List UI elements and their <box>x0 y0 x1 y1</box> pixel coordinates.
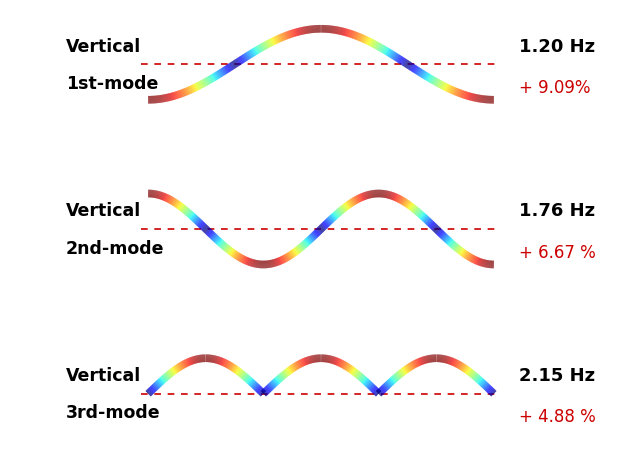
Text: Vertical: Vertical <box>65 202 141 220</box>
Text: + 6.67 %: + 6.67 % <box>519 243 596 261</box>
Text: 1st-mode: 1st-mode <box>65 75 158 93</box>
Text: Vertical: Vertical <box>65 38 141 56</box>
Text: 1.76 Hz: 1.76 Hz <box>519 202 595 220</box>
Text: 2nd-mode: 2nd-mode <box>65 239 164 257</box>
Text: + 9.09%: + 9.09% <box>519 79 590 97</box>
Text: 2.15 Hz: 2.15 Hz <box>519 366 595 384</box>
Text: Vertical: Vertical <box>65 366 141 384</box>
Text: 1.20 Hz: 1.20 Hz <box>519 38 595 56</box>
Text: + 4.88 %: + 4.88 % <box>519 408 596 425</box>
Text: 3rd-mode: 3rd-mode <box>65 403 160 421</box>
